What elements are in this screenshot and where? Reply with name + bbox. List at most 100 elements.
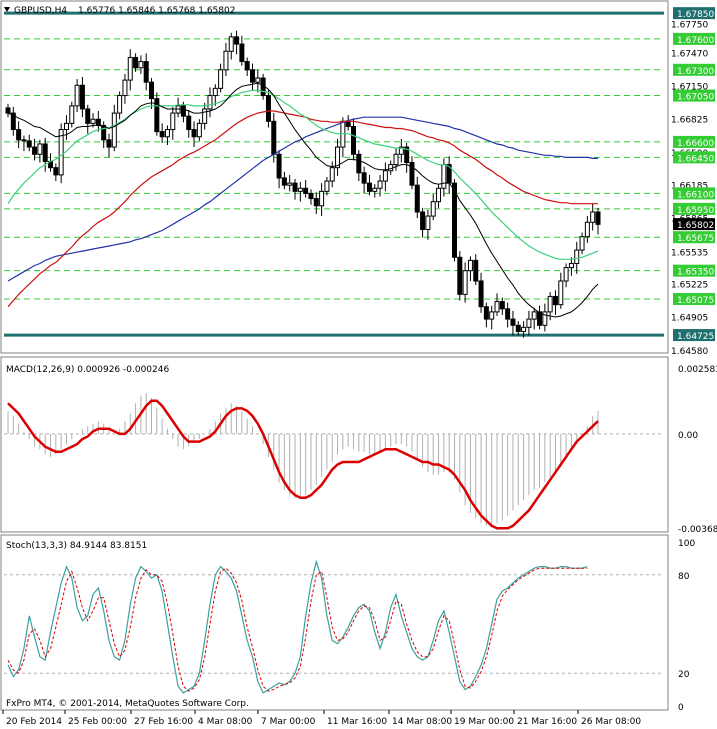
price-tick-label: 1.65535	[671, 249, 708, 259]
candle-body	[499, 301, 505, 310]
level-price-label-bg	[673, 135, 715, 148]
macd-title: MACD(12,26,9) 0.000926 -0.000246	[6, 365, 169, 375]
candle-body	[143, 61, 149, 83]
candle-body	[191, 129, 197, 138]
candle-body	[74, 84, 80, 107]
candle-body	[53, 167, 59, 176]
candle-body	[579, 236, 585, 251]
candle-body	[287, 182, 293, 186]
candle-body	[101, 124, 107, 141]
ma-black-line	[7, 82, 599, 318]
candle-body	[350, 125, 356, 155]
stoch-tick-label: 20	[678, 670, 690, 680]
candle-body	[515, 324, 521, 332]
candle-body	[483, 306, 489, 320]
candle-body	[398, 146, 404, 155]
candle-body	[255, 77, 261, 83]
price-header-ohlc: 1.65776 1.65846 1.65768 1.65802	[78, 6, 235, 16]
candle-body	[58, 129, 64, 176]
stoch-main-line	[7, 559, 588, 694]
candle-body	[79, 84, 85, 110]
level-price-label-strong-bg	[673, 7, 715, 20]
candle-body	[574, 249, 580, 264]
candle-body	[133, 56, 139, 69]
candle-body	[265, 95, 271, 122]
candle-body	[345, 120, 351, 127]
price-tick-label: 1.64905	[671, 314, 708, 324]
candle-body	[404, 146, 410, 164]
stoch-signal-line	[7, 567, 588, 692]
candle-body	[292, 182, 298, 192]
level-price-label: 1.67600	[677, 36, 714, 46]
candle-body	[228, 36, 234, 52]
candle-body	[37, 143, 43, 155]
candle-body	[563, 267, 569, 282]
candle-body	[127, 56, 133, 81]
candle-body	[478, 280, 484, 308]
candle-body	[297, 187, 303, 192]
macd-tick-label: 0.002583	[678, 365, 717, 375]
macd-layer	[4, 393, 664, 530]
price-tick-label: 1.67750	[671, 20, 708, 30]
time-tick-label: 26 Mar 08:00	[581, 717, 641, 727]
level-price-label-bg	[673, 293, 715, 306]
level-price-label-strong: 1.64725	[677, 332, 714, 342]
candle-body	[5, 107, 11, 114]
stoch-tick-label: 0	[678, 703, 684, 713]
candle-body	[414, 184, 420, 213]
time-tick-label: 11 Mar 16:00	[327, 717, 387, 727]
candle-body	[63, 122, 69, 131]
candle-body	[542, 311, 548, 326]
candle-body	[467, 259, 473, 272]
candle-body	[26, 140, 32, 148]
candle-body	[239, 43, 245, 63]
stoch-title: Stoch(13,3,3) 84.9144 83.8151	[6, 541, 147, 551]
macd-tick-label: -0.003688	[678, 525, 717, 535]
candle-body	[186, 115, 192, 131]
price-tick-label: 1.65225	[671, 281, 708, 291]
candle-body	[170, 112, 176, 131]
time-tick-label: 4 Mar 08:00	[198, 717, 253, 727]
candle-body	[117, 95, 123, 114]
candle-body	[90, 118, 96, 124]
candle-body	[382, 170, 388, 182]
candle-body	[308, 192, 314, 200]
stoch-tick-label: 100	[678, 539, 695, 549]
level-price-label: 1.67050	[677, 93, 714, 103]
candle-body	[366, 182, 372, 192]
candle-body	[420, 211, 426, 230]
candle-body	[223, 50, 229, 71]
candle-body	[32, 146, 38, 155]
candle-body	[271, 120, 277, 155]
candle-body	[42, 143, 48, 162]
ma-blue-line	[7, 116, 598, 282]
stoch-panel-frame	[0, 534, 669, 711]
level-price-label-bg	[673, 202, 715, 215]
candle-body	[303, 187, 309, 194]
candle-body	[218, 69, 224, 89]
price-tick-label: 1.66825	[671, 116, 708, 126]
candle-body	[451, 182, 457, 258]
candle-body	[425, 215, 431, 230]
candle-body	[531, 311, 537, 320]
level-price-label-bg	[673, 63, 715, 76]
candle-body	[329, 167, 335, 182]
price-tick-label: 1.67150	[671, 82, 708, 92]
candle-body	[21, 139, 27, 142]
time-tick-label: 7 Mar 00:00	[261, 717, 316, 727]
level-price-label: 1.66100	[677, 190, 714, 200]
level-price-label-strong-bg	[673, 329, 715, 342]
candle-body	[558, 280, 564, 306]
current-price-label: 1.65802	[677, 221, 714, 231]
time-tick-label: 27 Feb 16:00	[134, 717, 193, 727]
candle-body	[276, 153, 282, 179]
candle-body	[154, 98, 160, 133]
level-price-label-bg	[673, 187, 715, 200]
collapse-arrow-icon[interactable]	[4, 7, 10, 12]
level-price-label-strong: 1.67850	[677, 10, 714, 20]
candle-body	[313, 198, 319, 207]
time-tick-label: 21 Mar 16:00	[517, 717, 577, 727]
candle-body	[584, 221, 590, 238]
stoch-tick-label: 80	[678, 572, 690, 582]
